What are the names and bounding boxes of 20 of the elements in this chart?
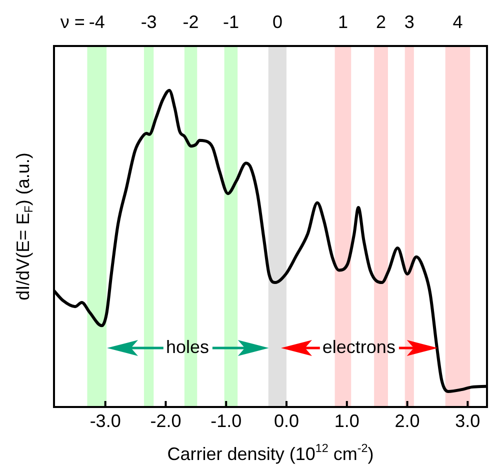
band-label: 0 (272, 12, 282, 32)
x-tick-label: -1.0 (210, 410, 242, 431)
band-label: 2 (376, 12, 386, 32)
band-label: 3 (404, 12, 414, 32)
y-axis-title: dI/dV(E= EF) (a.u.) (12, 152, 36, 300)
annotation: holes (166, 336, 209, 357)
x-tick-label: 3.0 (455, 410, 480, 431)
text: ν = (60, 12, 85, 32)
x-tick-label: 1.0 (334, 410, 360, 431)
band-label: -2 (182, 12, 199, 32)
band-label: -3 (140, 12, 157, 32)
annotation: electrons (322, 336, 396, 357)
band-label: -4 (88, 12, 105, 32)
band-label: -1 (222, 12, 239, 32)
band-label: 4 (452, 12, 463, 32)
x-tick-label: 0.0 (274, 410, 300, 431)
x-tick-label: -3.0 (90, 410, 121, 431)
band-label: 1 (338, 12, 348, 32)
x-tick-label: -2.0 (150, 410, 182, 431)
x-tick-label: 2.0 (394, 410, 420, 431)
